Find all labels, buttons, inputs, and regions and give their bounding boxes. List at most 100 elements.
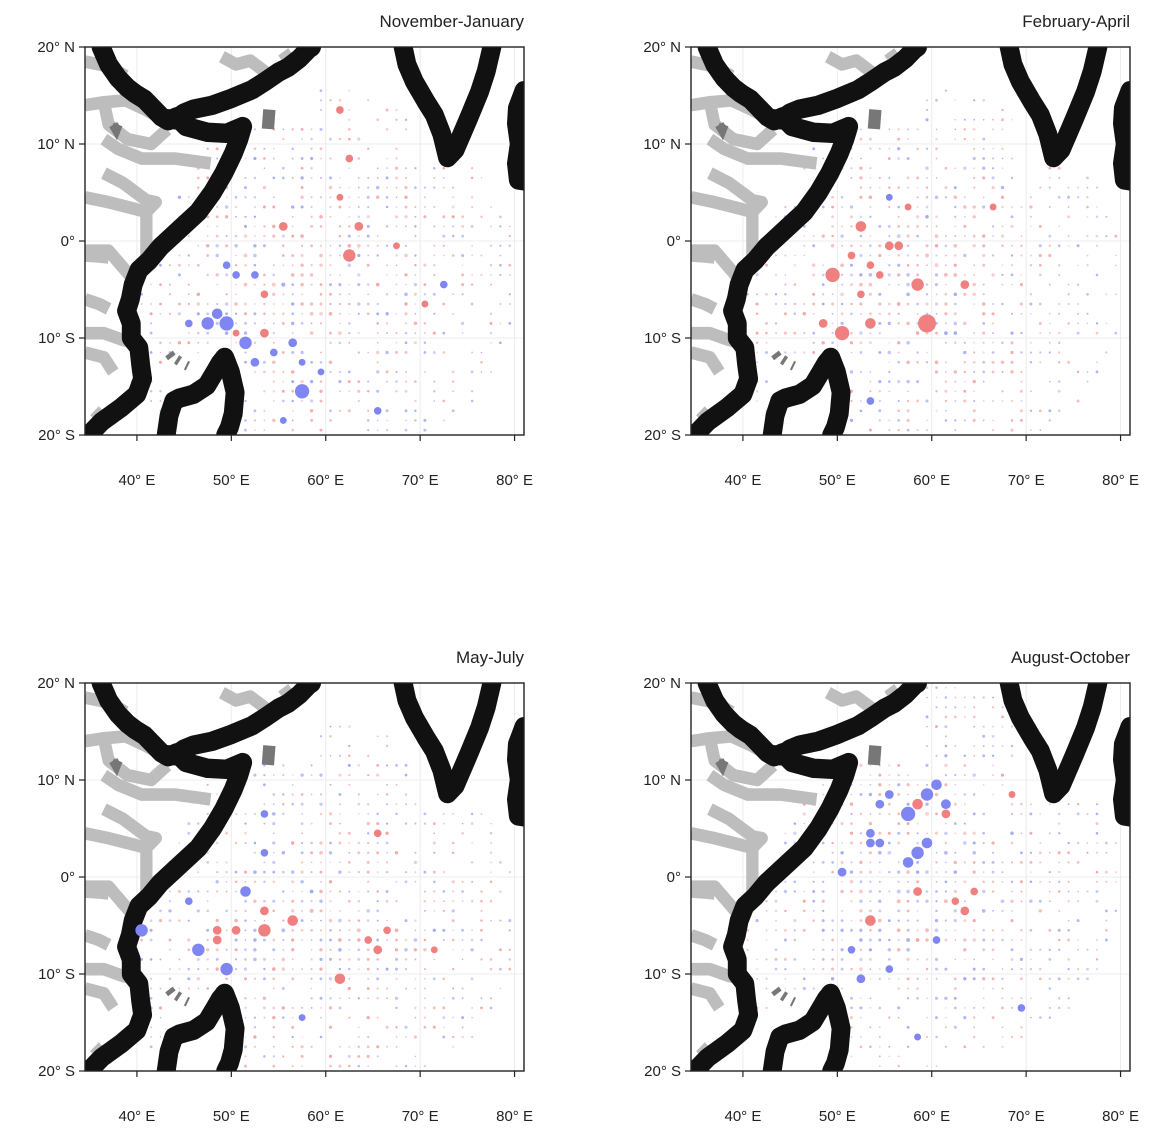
faint-dot bbox=[840, 967, 844, 971]
faint-dot bbox=[423, 418, 427, 422]
faint-dot bbox=[859, 166, 863, 170]
faint-dot bbox=[803, 235, 806, 237]
faint-dot bbox=[878, 176, 881, 179]
faint-dot bbox=[1115, 871, 1117, 873]
faint-dot bbox=[953, 292, 958, 297]
faint-dot bbox=[328, 311, 333, 316]
faint-dot bbox=[301, 313, 303, 315]
faint-dot bbox=[878, 331, 881, 335]
faint-dot bbox=[470, 1035, 474, 1039]
faint-dot bbox=[508, 263, 512, 267]
faint-dot bbox=[338, 303, 341, 305]
faint-dot bbox=[470, 977, 474, 981]
negative-symbol bbox=[260, 848, 269, 857]
faint-dot bbox=[386, 939, 389, 941]
faint-dot bbox=[934, 273, 939, 277]
faint-dot bbox=[784, 987, 787, 990]
faint-dot bbox=[338, 234, 342, 238]
faint-dot bbox=[508, 871, 511, 874]
faint-dot-field bbox=[130, 89, 512, 432]
faint-dot bbox=[869, 900, 872, 903]
faint-dot bbox=[263, 1016, 266, 1019]
faint-dot bbox=[841, 987, 843, 990]
faint-dot bbox=[926, 977, 928, 980]
faint-dot bbox=[253, 176, 257, 180]
faint-dot bbox=[263, 390, 266, 393]
faint-dot bbox=[470, 861, 474, 864]
faint-dot bbox=[944, 331, 948, 335]
faint-dot bbox=[215, 234, 219, 238]
faint-dot bbox=[1114, 293, 1117, 296]
faint-dot bbox=[490, 283, 492, 286]
faint-dot bbox=[1096, 244, 1098, 247]
faint-dot bbox=[963, 341, 966, 344]
faint-dot bbox=[1049, 890, 1051, 893]
faint-dot bbox=[859, 880, 863, 884]
faint-dot bbox=[471, 1007, 473, 1009]
faint-dot bbox=[348, 1016, 351, 1019]
faint-dot bbox=[187, 831, 191, 835]
faint-dot bbox=[328, 185, 333, 190]
faint-dot bbox=[992, 929, 995, 932]
faint-dot bbox=[310, 215, 313, 218]
faint-dot bbox=[197, 331, 200, 335]
faint-dot bbox=[452, 987, 455, 990]
faint-dot bbox=[926, 264, 928, 267]
faint-dot bbox=[272, 205, 276, 209]
faint-dot bbox=[1058, 832, 1061, 835]
faint-dot bbox=[1029, 967, 1033, 971]
faint-dot bbox=[300, 802, 304, 806]
faint-dot bbox=[878, 899, 882, 903]
faint-dot bbox=[356, 928, 361, 933]
faint-dot bbox=[206, 331, 210, 335]
faint-dot bbox=[973, 341, 976, 344]
faint-dot bbox=[461, 332, 464, 334]
faint-dot bbox=[935, 909, 938, 913]
faint-dot bbox=[339, 186, 341, 189]
faint-dot bbox=[386, 274, 388, 276]
faint-dot bbox=[460, 321, 465, 326]
faint-dot bbox=[301, 293, 304, 296]
faint-dot bbox=[404, 380, 408, 383]
faint-dot bbox=[273, 832, 275, 835]
faint-dot bbox=[1020, 1026, 1023, 1029]
faint-dot bbox=[358, 968, 360, 970]
faint-dot bbox=[821, 890, 825, 893]
faint-dot bbox=[187, 293, 190, 296]
faint-dot bbox=[225, 890, 228, 893]
faint-dot bbox=[490, 861, 492, 864]
faint-dot bbox=[906, 928, 910, 932]
faint-dot bbox=[310, 996, 313, 1000]
faint-dot bbox=[253, 977, 257, 980]
faint-dot bbox=[1038, 909, 1042, 913]
faint-dot bbox=[224, 302, 229, 306]
faint-dot bbox=[291, 1045, 294, 1048]
faint-dot bbox=[1010, 224, 1014, 229]
faint-dot bbox=[300, 157, 304, 160]
faint-dot bbox=[935, 851, 938, 854]
x-tick-label: 70° E bbox=[1008, 1108, 1045, 1125]
faint-dot bbox=[159, 400, 162, 402]
faint-dot bbox=[433, 205, 436, 209]
faint-dot bbox=[451, 380, 455, 383]
faint-dot bbox=[1048, 977, 1051, 980]
faint-dot bbox=[178, 254, 181, 257]
faint-dot bbox=[1086, 842, 1089, 844]
faint-dot bbox=[944, 244, 948, 248]
faint-dot bbox=[394, 350, 399, 355]
faint-dot bbox=[849, 370, 854, 374]
faint-dot bbox=[916, 273, 920, 277]
faint-dot bbox=[1010, 370, 1014, 374]
faint-dot bbox=[897, 341, 901, 345]
negative-symbol bbox=[902, 857, 914, 868]
faint-dot bbox=[935, 390, 938, 393]
faint-dot bbox=[925, 215, 929, 219]
faint-dot bbox=[404, 938, 408, 942]
faint-dot bbox=[234, 967, 238, 971]
faint-dot bbox=[784, 254, 787, 257]
faint-dot bbox=[197, 245, 200, 247]
faint-dot bbox=[253, 156, 257, 161]
faint-dot bbox=[272, 1026, 275, 1029]
faint-dot bbox=[982, 254, 986, 257]
faint-dot bbox=[348, 919, 351, 922]
